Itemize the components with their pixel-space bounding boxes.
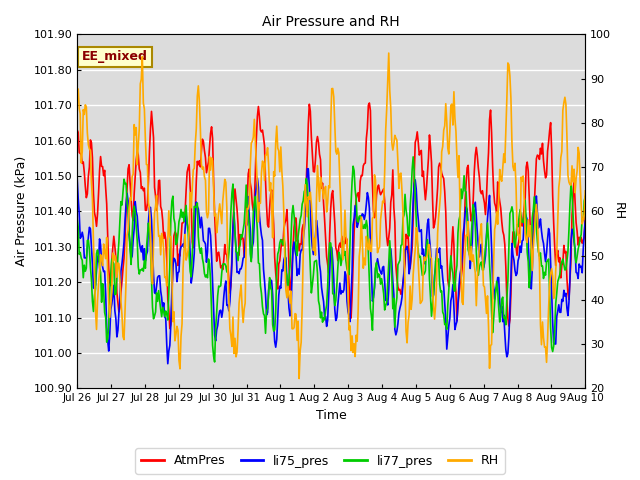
X-axis label: Time: Time bbox=[316, 409, 347, 422]
Legend: AtmPres, li75_pres, li77_pres, RH: AtmPres, li75_pres, li77_pres, RH bbox=[135, 448, 505, 474]
Y-axis label: RH: RH bbox=[612, 202, 625, 220]
Text: EE_mixed: EE_mixed bbox=[83, 50, 148, 63]
Y-axis label: Air Pressure (kPa): Air Pressure (kPa) bbox=[15, 156, 28, 266]
Title: Air Pressure and RH: Air Pressure and RH bbox=[262, 15, 400, 29]
